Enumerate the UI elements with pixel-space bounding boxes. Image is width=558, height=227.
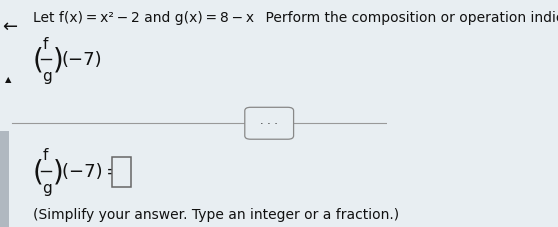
FancyBboxPatch shape	[245, 108, 294, 140]
Text: (: (	[33, 46, 44, 74]
Text: ): )	[53, 46, 64, 74]
Bar	[0, 132, 8, 227]
Text: (−7): (−7)	[61, 51, 102, 69]
Text: g: g	[42, 69, 52, 84]
Text: ): )	[53, 158, 64, 185]
Text: · · ·: · · ·	[260, 119, 278, 129]
Text: f: f	[42, 148, 48, 163]
FancyBboxPatch shape	[112, 158, 131, 187]
Text: (Simplify your answer. Type an integer or a fraction.): (Simplify your answer. Type an integer o…	[33, 207, 399, 222]
Text: (−7) =: (−7) =	[61, 163, 121, 180]
Text: Let f(x) = x² − 2 and g(x) = 8 − x  Perform the composition or operation indicat: Let f(x) = x² − 2 and g(x) = 8 − x Perfo…	[33, 11, 558, 25]
Text: ←: ←	[2, 18, 17, 36]
Text: ▲: ▲	[4, 75, 11, 84]
Text: (: (	[33, 158, 44, 185]
Text: g: g	[42, 180, 52, 195]
Text: f: f	[42, 36, 48, 51]
